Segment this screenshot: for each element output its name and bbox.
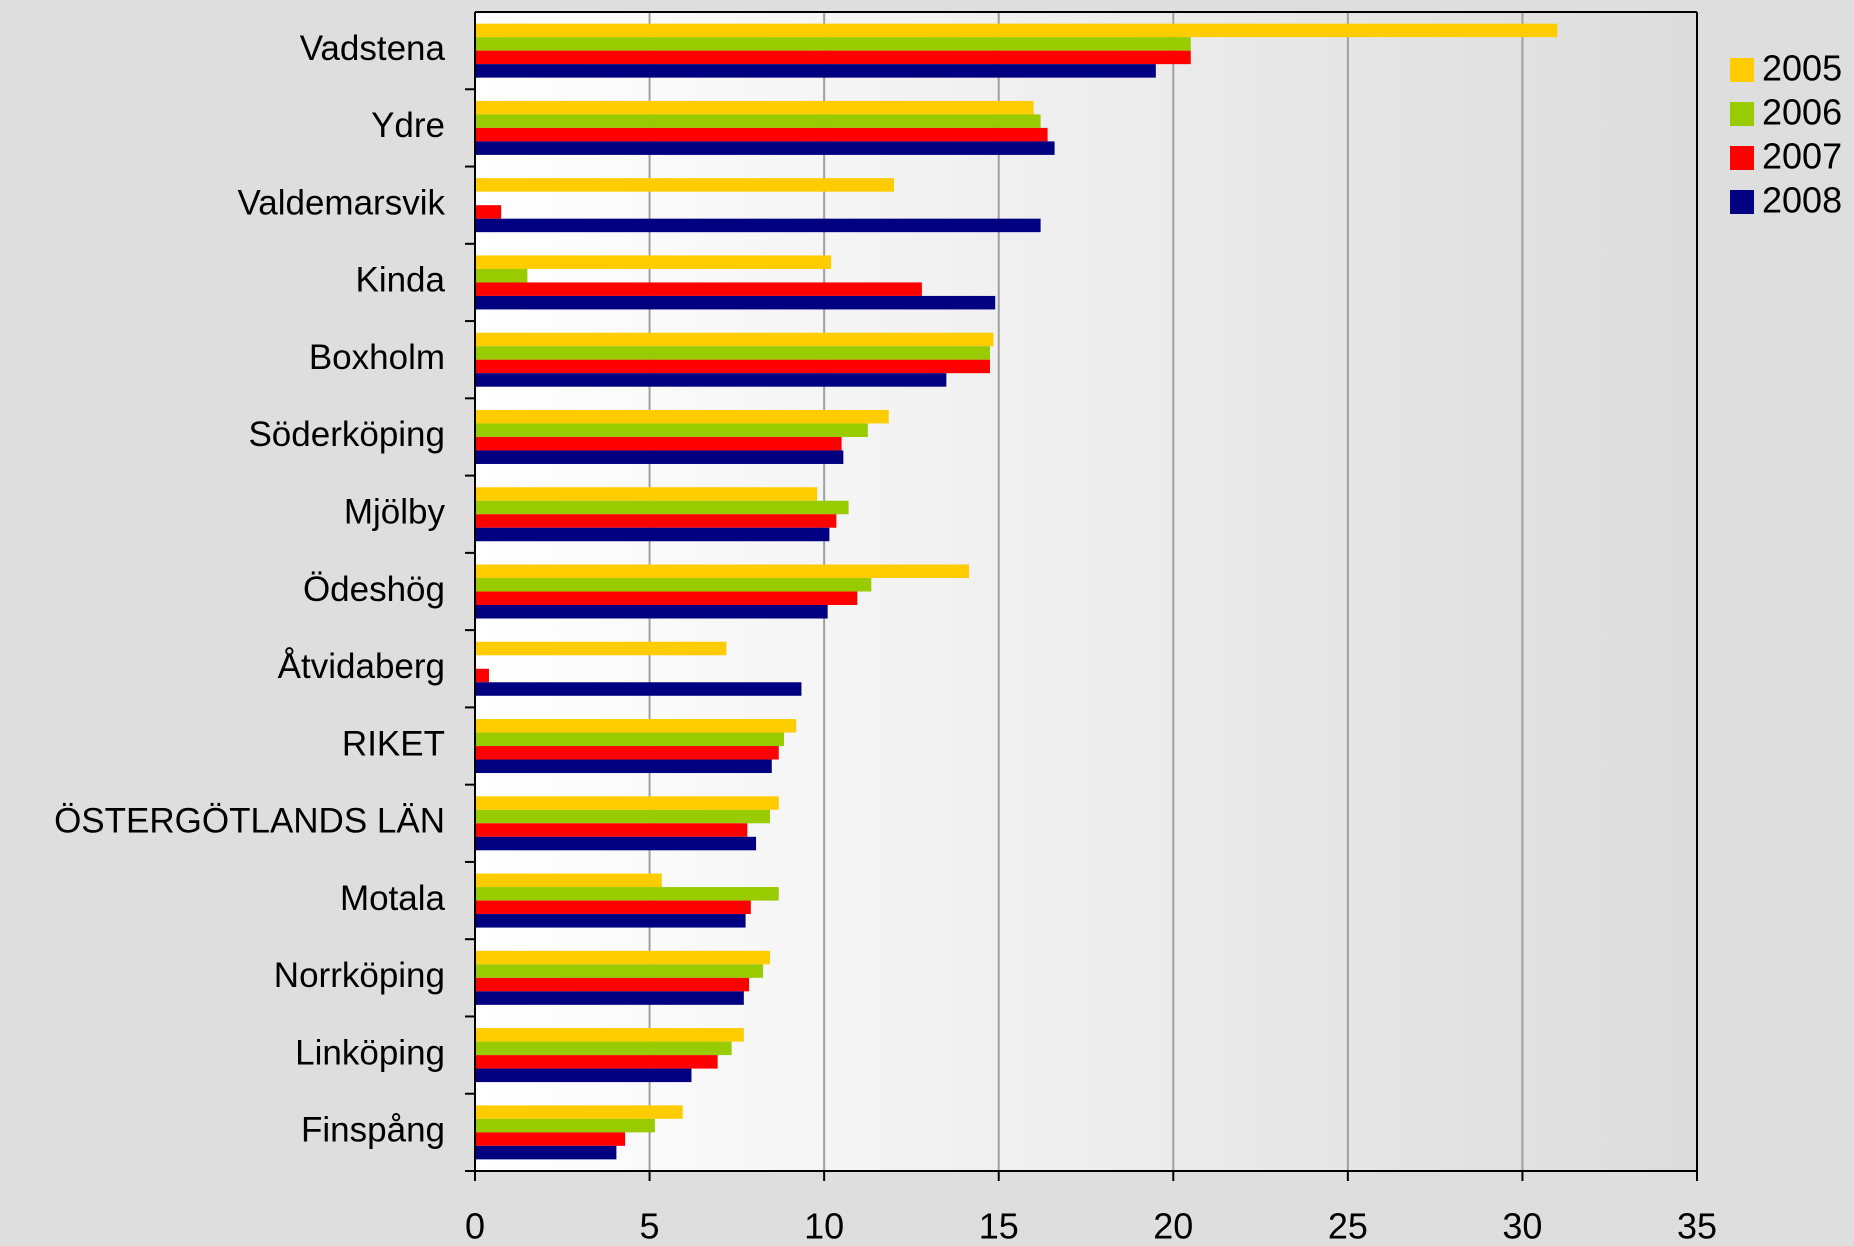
- x-tick-label: 35: [1677, 1206, 1717, 1246]
- bar: [475, 373, 947, 387]
- bar: [475, 178, 894, 192]
- bar: [475, 23, 1558, 38]
- bar: [475, 100, 1034, 115]
- y-tick-label: Motala: [340, 879, 446, 918]
- y-tick-label: Ödeshög: [303, 570, 445, 609]
- bar: [475, 64, 1156, 78]
- y-tick-label: Norrköping: [274, 956, 445, 995]
- bar: [475, 50, 1191, 65]
- bar: [475, 1068, 692, 1083]
- bar: [475, 900, 751, 915]
- bar: [475, 578, 872, 592]
- bar: [475, 1041, 732, 1056]
- bar: [475, 409, 889, 424]
- y-tick-label: ÖSTERGÖTLANDS LÄN: [54, 802, 445, 841]
- legend-label: 2006: [1762, 92, 1842, 133]
- y-tick-label: Vadstena: [300, 29, 446, 68]
- bar: [475, 668, 489, 683]
- bar: [475, 1105, 683, 1119]
- bar: [475, 977, 750, 992]
- bar: [475, 332, 994, 347]
- bar: [475, 796, 779, 810]
- bar: [475, 1028, 744, 1042]
- y-tick-label: Linköping: [295, 1033, 445, 1072]
- x-tick-label: 15: [979, 1206, 1019, 1246]
- bar: [475, 37, 1191, 51]
- bar: [475, 218, 1041, 233]
- legend-label: 2008: [1762, 180, 1842, 221]
- bar: [475, 914, 746, 928]
- x-tick-label: 30: [1502, 1206, 1542, 1246]
- bar: [475, 114, 1041, 128]
- legend-swatch: [1730, 190, 1754, 214]
- legend-label: 2007: [1762, 136, 1842, 177]
- bar: [475, 205, 502, 219]
- bar: [475, 487, 818, 501]
- bar: [475, 295, 996, 310]
- bar: [475, 1118, 655, 1133]
- bar: [475, 255, 832, 269]
- bar: [475, 887, 779, 901]
- bar: [475, 1055, 718, 1069]
- y-tick-label: Söderköping: [248, 415, 445, 454]
- bar: [475, 719, 797, 733]
- legend-label: 2005: [1762, 48, 1842, 89]
- x-tick-label: 20: [1153, 1206, 1193, 1246]
- bar: [475, 450, 844, 464]
- x-tick-label: 5: [640, 1206, 660, 1246]
- bar: [475, 591, 858, 605]
- bar: [475, 991, 744, 1005]
- bar: [475, 436, 842, 451]
- y-tick-label: Boxholm: [309, 338, 445, 377]
- x-tick-label: 0: [465, 1206, 485, 1246]
- bar: [475, 514, 837, 528]
- bar: [475, 268, 528, 283]
- bar: [475, 682, 802, 696]
- bar: [475, 127, 1048, 142]
- bar: [475, 873, 662, 888]
- legend-swatch: [1730, 146, 1754, 170]
- bar: [475, 809, 771, 824]
- bar: [475, 732, 784, 747]
- y-tick-label: Valdemarsvik: [238, 183, 446, 222]
- bar: [475, 950, 771, 965]
- bar: [475, 564, 970, 578]
- y-tick-label: Mjölby: [344, 492, 446, 531]
- bar: [475, 964, 764, 978]
- y-tick-label: Åtvidaberg: [278, 647, 445, 686]
- y-tick-label: RIKET: [342, 724, 445, 763]
- x-tick-label: 25: [1328, 1206, 1368, 1246]
- bar: [475, 423, 868, 437]
- x-tick-label: 10: [804, 1206, 844, 1246]
- bar: [475, 605, 828, 619]
- bar: [475, 641, 727, 656]
- legend-swatch: [1730, 58, 1754, 82]
- bar: [475, 1132, 626, 1146]
- y-tick-label: Ydre: [371, 106, 445, 145]
- bar: [475, 746, 779, 760]
- y-tick-label: Finspång: [301, 1111, 445, 1150]
- bar: [475, 282, 922, 296]
- bar: [475, 1145, 617, 1160]
- bar: [475, 836, 757, 851]
- y-tick-label: Kinda: [355, 261, 445, 300]
- bar: [475, 141, 1055, 155]
- legend-swatch: [1730, 102, 1754, 126]
- bar: [475, 359, 990, 374]
- bar: [475, 759, 772, 774]
- bar: [475, 500, 849, 515]
- bar: [475, 823, 748, 837]
- bar: [475, 527, 830, 542]
- bar: [475, 346, 990, 360]
